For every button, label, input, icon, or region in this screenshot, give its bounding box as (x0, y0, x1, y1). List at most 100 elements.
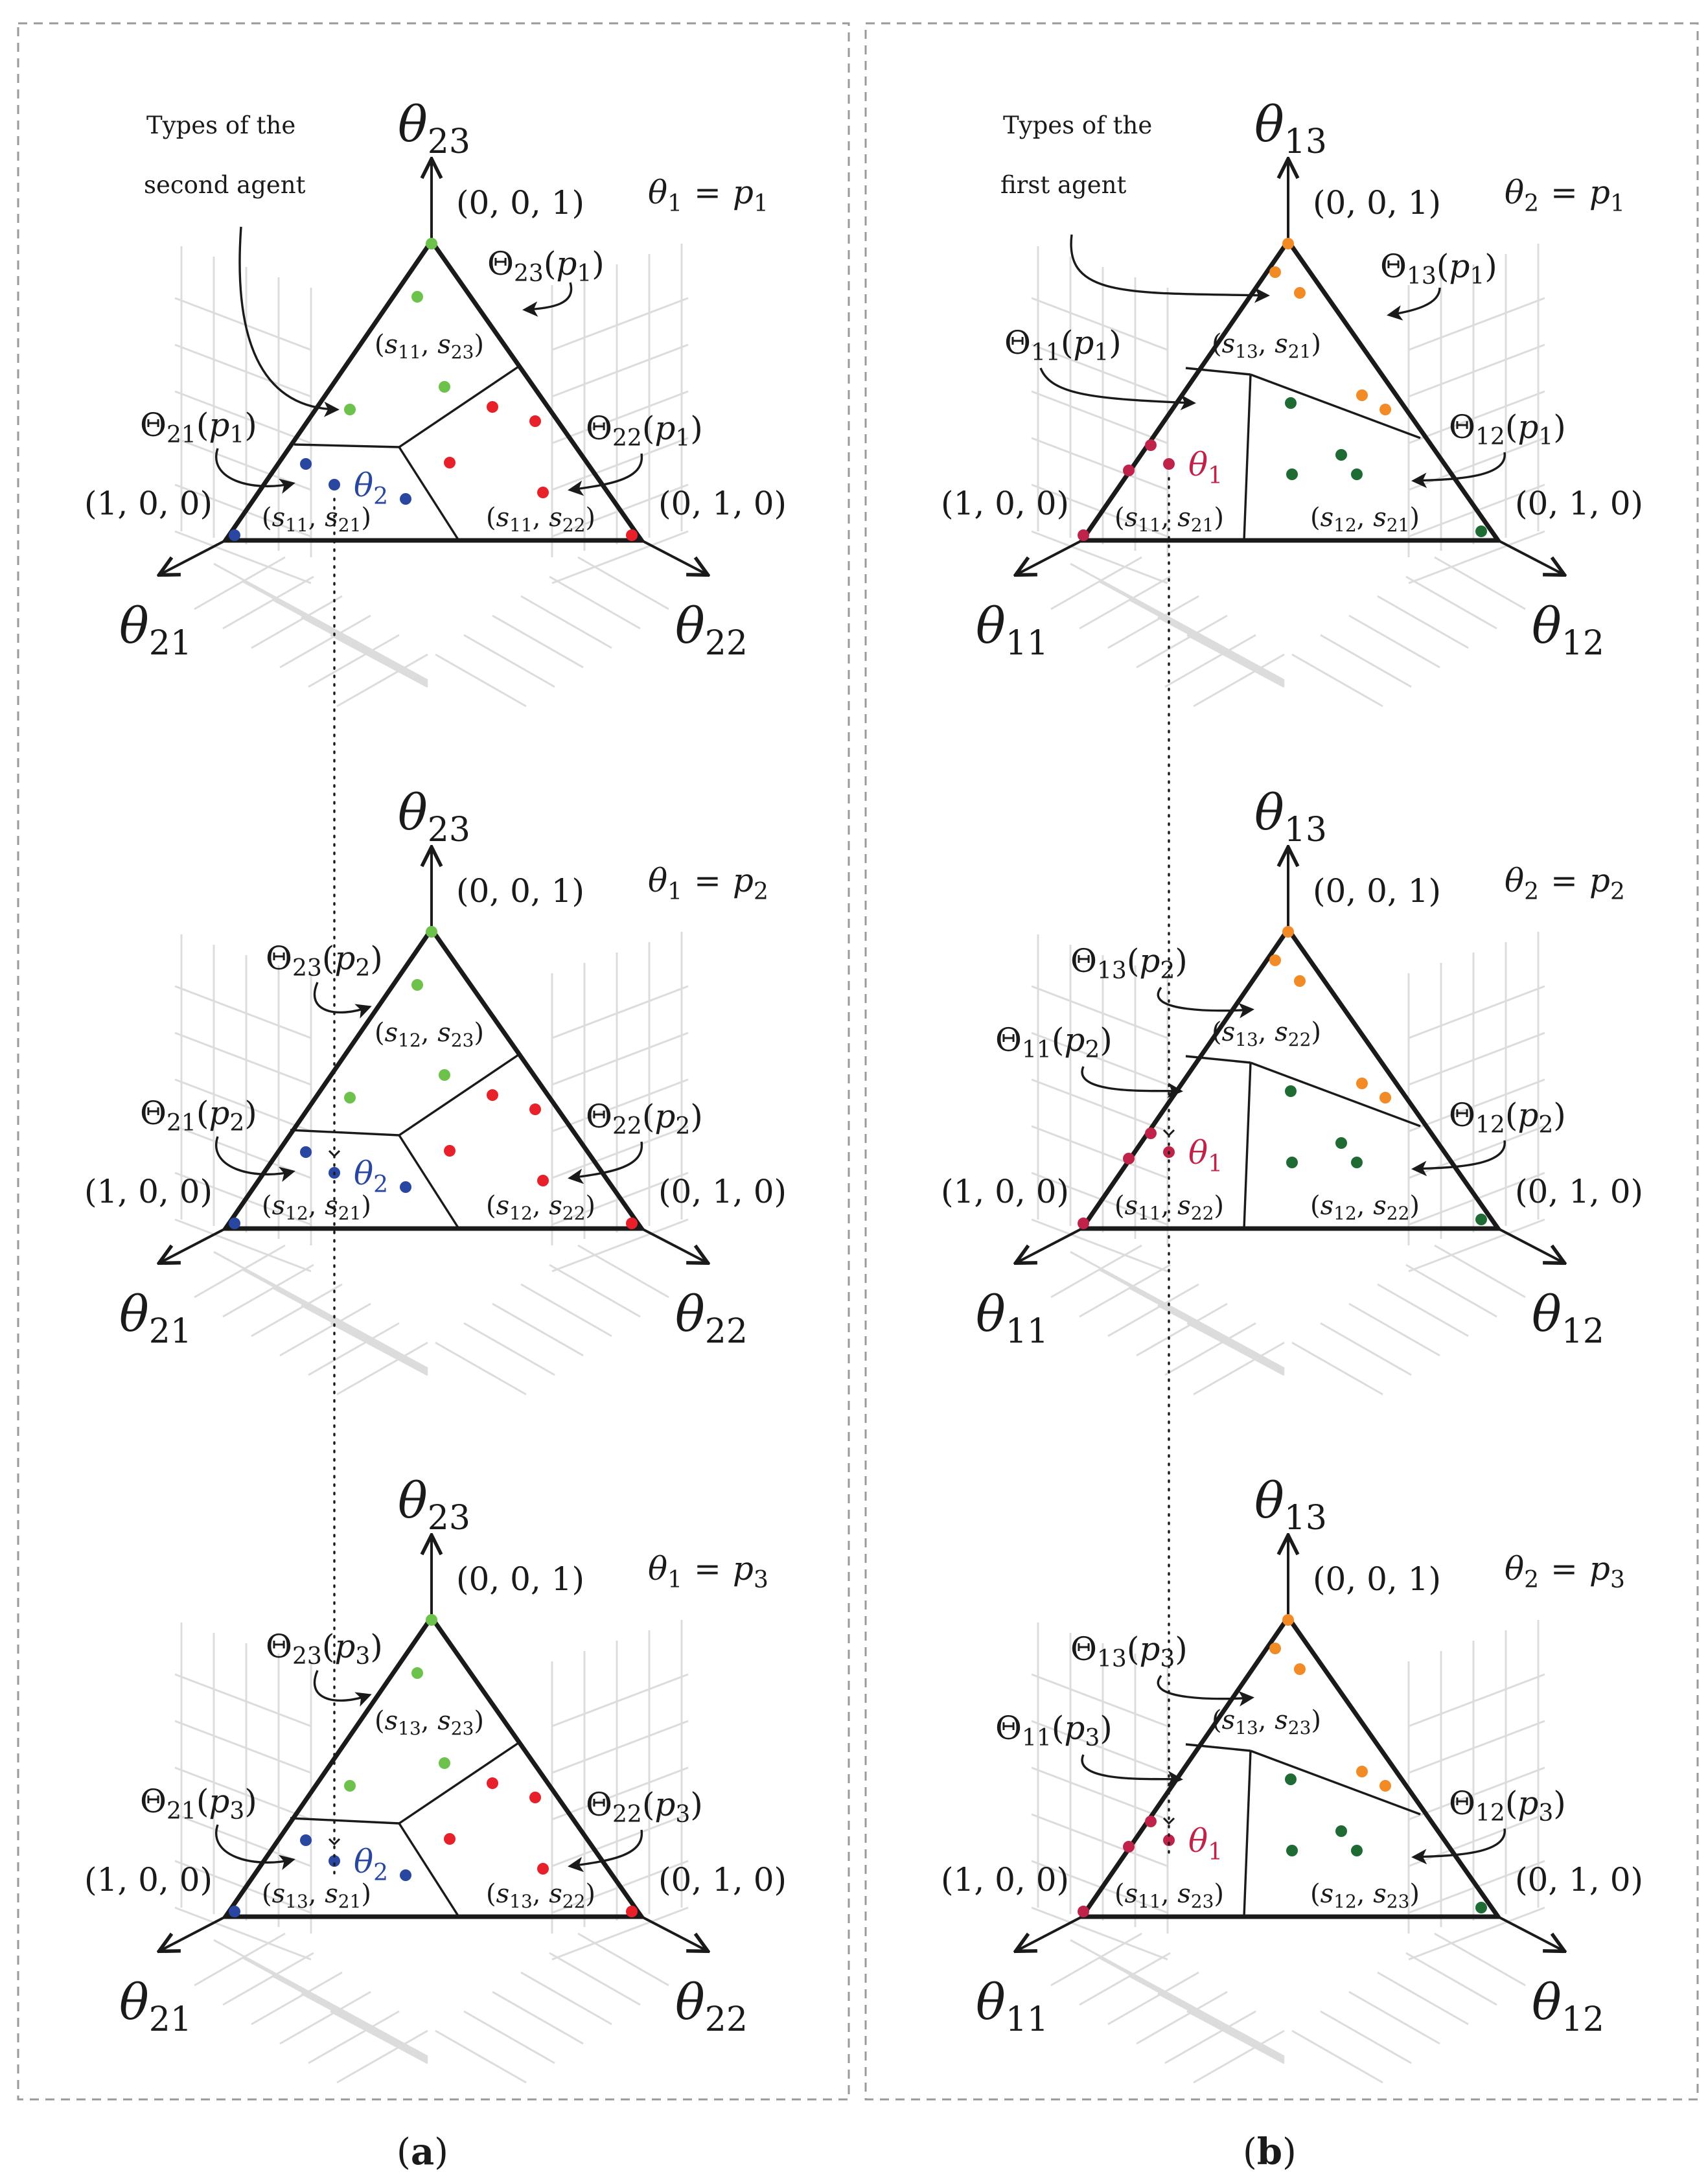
type-point (1351, 1157, 1363, 1168)
vertex-label-left: (1, 0, 0) (941, 1861, 1069, 1899)
simplex-triangle (1078, 237, 1503, 543)
theta-left-label: Θ21(p1) (140, 406, 257, 448)
axis-label-top: θ23 (398, 783, 470, 849)
vertex-label-top: (0, 0, 1) (456, 184, 584, 222)
axis-label-right: θ12 (1532, 1285, 1604, 1351)
type-point (1475, 1902, 1487, 1913)
type-point (444, 1145, 456, 1157)
type-point (229, 1218, 240, 1229)
axis-label-right: θ12 (1532, 1973, 1604, 2039)
type-point (1285, 397, 1297, 409)
panel-label-b: (b) (1243, 2131, 1297, 2173)
type-point (1123, 465, 1135, 476)
selected-type-point (329, 1855, 340, 1867)
type-point (1282, 1614, 1294, 1626)
fixed-type-label: θ2 = p2 (1505, 862, 1625, 905)
type-point (1269, 1643, 1281, 1654)
region-boundary (294, 443, 400, 448)
vertex-label-left: (1, 0, 0) (84, 1861, 213, 1899)
region-label-right: (s12, s22) (486, 1191, 595, 1224)
vertex-label-left: (1, 0, 0) (84, 1173, 213, 1210)
arrow-theta-top (313, 982, 372, 1019)
type-point (1294, 975, 1306, 987)
type-point (487, 1777, 498, 1789)
arrow-note (238, 226, 340, 417)
type-point (1335, 449, 1347, 461)
type-point (1475, 526, 1487, 537)
chevron-down-icon (328, 1838, 341, 1846)
selected-type-label: θ1 (1188, 446, 1223, 489)
arrow-theta-right (568, 1829, 643, 1873)
type-point (411, 979, 423, 991)
theta-left-label: Θ21(p3) (140, 1783, 257, 1825)
type-point (626, 529, 638, 541)
type-point (1294, 287, 1306, 299)
axis-label-left: θ21 (119, 1285, 192, 1351)
region-label-right: (s13, s22) (486, 1879, 595, 1912)
theta-top-label: Θ13(p2) (1070, 942, 1188, 984)
axis-label-right: θ22 (675, 1973, 748, 2039)
vertex-label-right: (0, 1, 0) (1515, 1861, 1643, 1899)
axis-right (1497, 1227, 1563, 1262)
axis-label-right: θ12 (1532, 597, 1604, 663)
axis-label-left: θ21 (119, 597, 192, 663)
theta-right-label: Θ12(p2) (1449, 1096, 1566, 1138)
theta-top-label: Θ13(p1) (1380, 248, 1497, 290)
grid-b-3 (1031, 1620, 1545, 2084)
theta-right-label: Θ12(p3) (1449, 1785, 1566, 1827)
vertex-label-right: (0, 1, 0) (658, 1861, 787, 1899)
region-label-right: (s12, s23) (1310, 1879, 1420, 1912)
region-boundary (398, 1054, 519, 1137)
selected-type-point (329, 479, 340, 491)
axis-right (641, 539, 706, 574)
simplex-b-3: θ1 θ13 θ11 θ12 (0, 0, 1) (1, 0, 0) (0, 1, 0) θ2… (941, 1472, 1643, 2039)
axis-label-top: θ13 (1254, 783, 1327, 849)
type-point (1282, 926, 1294, 938)
region-label-left: (s12, s21) (262, 1191, 371, 1224)
type-point (1269, 266, 1281, 278)
type-point (1286, 1845, 1298, 1856)
theta-right-label: Θ22(p3) (586, 1786, 703, 1828)
arrow-theta-right (1411, 452, 1506, 489)
region-boundary (1250, 373, 1421, 439)
region-label-right: (s12, s22) (1310, 1191, 1420, 1224)
region-boundary (290, 1129, 400, 1137)
theta-top-label: Θ13(p3) (1070, 1630, 1188, 1672)
type-point (439, 381, 450, 393)
simplex-a-1: θ2 θ23 θ21 θ22 (0, 0, 1) (1, 0, 0) (0, 1, 0) θ1… (84, 95, 787, 663)
axis-label-top: θ13 (1254, 95, 1327, 161)
simplex-triangle (221, 237, 646, 543)
type-point (426, 926, 437, 938)
grid-a-1 (174, 244, 689, 708)
fixed-type-label: θ1 = p1 (648, 174, 768, 217)
region-label-left: (s13, s21) (262, 1879, 371, 1912)
arrow-theta-top (313, 1670, 372, 1707)
type-point (1379, 1780, 1391, 1792)
region-boundary (1250, 1750, 1421, 1816)
type-point (626, 1906, 638, 1917)
type-point (537, 1863, 549, 1875)
type-point (1282, 238, 1294, 249)
region-boundary (398, 1742, 519, 1825)
vertex-label-right: (0, 1, 0) (1515, 485, 1643, 522)
simplex-a-2: θ2 θ23 θ21 θ22 (0, 0, 1) (1, 0, 0) (0, 1, 0) θ1… (84, 783, 787, 1351)
theta-left-label: Θ11(p2) (995, 1021, 1113, 1063)
type-point (1285, 1773, 1297, 1785)
vertex-label-left: (1, 0, 0) (941, 1173, 1069, 1210)
region-boundary (290, 1817, 400, 1825)
arrow-theta-left (1081, 1754, 1183, 1786)
type-point (1286, 468, 1298, 480)
type-point (426, 238, 437, 249)
region-boundary (398, 365, 519, 448)
arrow-theta-top (522, 282, 573, 317)
type-point (487, 1089, 498, 1101)
axis-left (161, 539, 226, 574)
region-label-left: (s11, s22) (1114, 1191, 1224, 1224)
theta-top-label: Θ23(p2) (266, 940, 383, 982)
vertex-label-top: (0, 0, 1) (456, 1560, 584, 1598)
type-point (1356, 389, 1368, 401)
region-label-right: (s11, s22) (486, 503, 595, 536)
dotted-guides (333, 477, 1170, 1877)
panel-border-a (17, 22, 850, 2101)
